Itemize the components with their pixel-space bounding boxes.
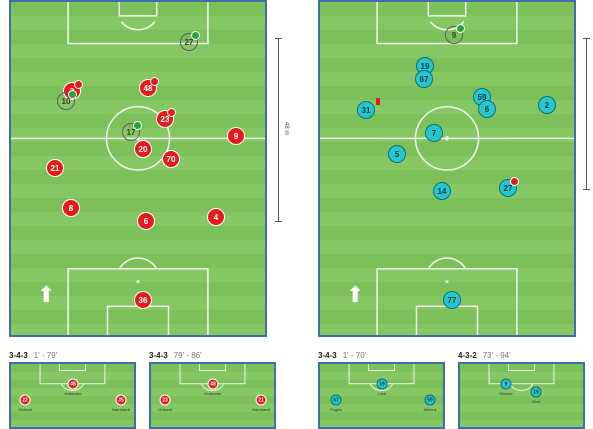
player-number: 20 [138,144,148,154]
player-number: 7 [431,128,437,138]
player-number: 6 [143,216,149,226]
attack-direction-arrow-icon: ⬆ [37,282,56,307]
player-marker: 8 [62,199,80,217]
mini-player-name: Kullander [204,391,222,396]
right-pitch: ⬆ 9 19 67 31 59 6 2 7 5 14 27 77 [318,0,576,337]
mini-player-marker: 48 [207,378,219,390]
mini-player-name: Blob [531,399,541,404]
player-marker: 10 [57,90,77,110]
player-number: 8 [68,203,74,213]
player-number: 14 [437,186,447,196]
player-marker: 9 [227,127,245,145]
sub-out-icon [510,177,519,186]
mini-player-marker: 21 [255,394,267,406]
player-number: 9 [451,30,457,40]
mini-player-name: Lindt [377,391,387,396]
player-marker: 6 [478,100,496,118]
mini-pitch-3: 67 Puglisi 19 Lindt 59 Airibius [318,362,445,429]
mini-player-name: Ghilardi [158,407,172,412]
player-number: 5 [394,149,400,159]
mini-player-marker: 67 [330,394,342,406]
player-number: 4 [213,212,219,222]
player-number: 59 [477,92,487,102]
distance-ruler [583,38,590,190]
player-marker: 77 [443,291,461,309]
player-number: 2 [544,100,550,110]
mini-player-name: Barnhardt [252,407,270,412]
player-marker: 36 [134,291,152,309]
player-number: 17 [126,127,136,137]
player-marker: 4 [207,208,225,226]
formation-title-1: 3-4-3 1' - 79' [9,351,58,360]
player-marker: 27 [180,31,200,51]
mini-pitch-markings [488,364,555,391]
mini-player-marker: 23 [159,394,171,406]
player-number: 10 [61,96,71,106]
player-number: 19 [420,61,430,71]
pitch-markings [320,2,574,335]
sub-in-icon [456,24,465,33]
player-marker: 31 [357,98,380,119]
mini-player-marker: 48 [67,378,79,390]
player-number: 36 [138,295,148,305]
formation-title-3: 3-4-3 1' - 70' [318,351,367,360]
player-marker: 21 [46,159,64,177]
player-number: 67 [419,74,429,84]
player-number: 27 [184,37,194,47]
mini-player-name: Kullander [64,391,82,396]
player-number: 21 [50,163,60,173]
mini-player-name: Puglisi [330,407,342,412]
player-marker: 27 [499,177,519,197]
mini-pitch-2: 23 Ghilardi 48 Kullander 21 Barnhardt [149,362,276,429]
player-number: 27 [503,183,513,193]
mini-player-name: Ghilardi [18,407,32,412]
mini-pitch-1: 22 Ghilardi 48 Kullander 35 Barnhardt [9,362,136,429]
sub-out-icon [167,108,176,117]
player-marker: 17 [122,121,142,141]
player-number: 6 [484,104,490,114]
player-number: 23 [160,114,170,124]
sub-in-icon [191,31,200,40]
player-number: 70 [166,154,176,164]
mini-player-marker: 35 [115,394,127,406]
mini-player-name: Simmer [499,391,513,396]
mini-player-name: Barnhardt [112,407,130,412]
mini-player-name: Airibius [423,407,437,412]
formation-title-4: 4-3-2 73' - 94' [458,351,511,360]
player-marker: 2 [538,96,556,114]
red-card-icon [376,98,380,105]
pitch-markings [11,2,265,335]
distance-ruler [275,38,282,222]
mini-player-marker: 19 [530,386,542,398]
player-marker: 67 [415,70,433,88]
player-marker: 6 [137,212,155,230]
mini-player-marker: 59 [424,394,436,406]
mini-player-marker: 9 [500,378,512,390]
player-marker: 48 [139,77,159,97]
sub-in-icon [133,121,142,130]
distance-label: 48 m [283,122,289,136]
sub-in-icon [68,90,77,99]
mini-player-marker: 19 [376,378,388,390]
left-pitch: ⬆ 27483102317207092186436 [9,0,267,337]
player-marker: 5 [388,145,406,163]
player-marker: 23 [156,108,176,128]
formation-title-2: 3-4-3 79' - 86' [149,351,202,360]
player-number: 77 [447,295,457,305]
mini-player-marker: 22 [19,394,31,406]
sub-out-icon [150,77,159,86]
player-marker: 9 [445,24,465,44]
player-marker: 14 [433,182,451,200]
player-number: 31 [361,105,371,115]
player-marker: 70 [162,150,180,168]
mini-pitch-4: 9 Simmer 19 Blob [458,362,585,429]
player-number: 9 [233,131,239,141]
player-number: 48 [143,83,153,93]
sub-out-icon [74,80,83,89]
attack-direction-arrow-icon: ⬆ [346,282,365,307]
player-marker: 7 [425,124,443,142]
player-marker: 20 [134,140,152,158]
